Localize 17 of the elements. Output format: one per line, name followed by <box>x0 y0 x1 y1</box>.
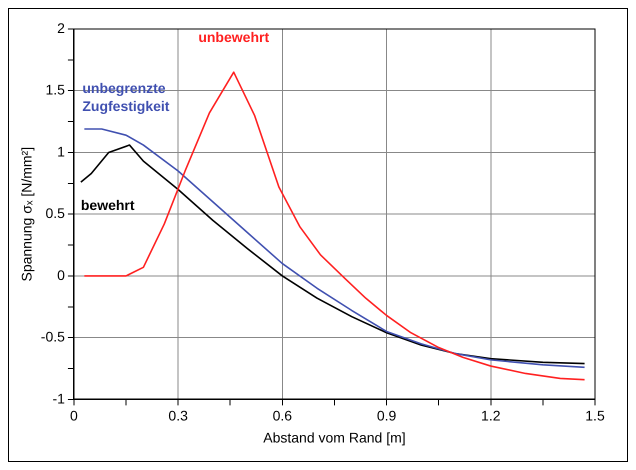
x-tick-label: 0.6 <box>272 408 292 424</box>
x-tick-label: 1.5 <box>585 408 605 424</box>
y-tick-label: 0 <box>57 266 66 283</box>
y-tick-label: 2 <box>57 20 66 36</box>
x-tick-label: 1.2 <box>481 408 501 424</box>
series-label: bewehrt <box>80 197 135 214</box>
y-axis-title: Spannung σₓ [N/mm²] <box>18 146 34 282</box>
y-tick-label: 0.5 <box>45 205 66 222</box>
x-tick-label: 0.9 <box>376 408 397 424</box>
x-axis-title: Abstand vom Rand [m] <box>263 429 406 446</box>
x-tick-label: 0.3 <box>168 408 188 424</box>
y-tick-label: 1 <box>57 143 66 160</box>
y-tick-label: -1 <box>52 390 66 406</box>
y-tick-label: 1.5 <box>45 82 66 98</box>
y-tick-label: -0.5 <box>40 328 66 345</box>
text: unbewehrt <box>198 29 270 46</box>
x-tick-label: 0 <box>70 408 78 424</box>
